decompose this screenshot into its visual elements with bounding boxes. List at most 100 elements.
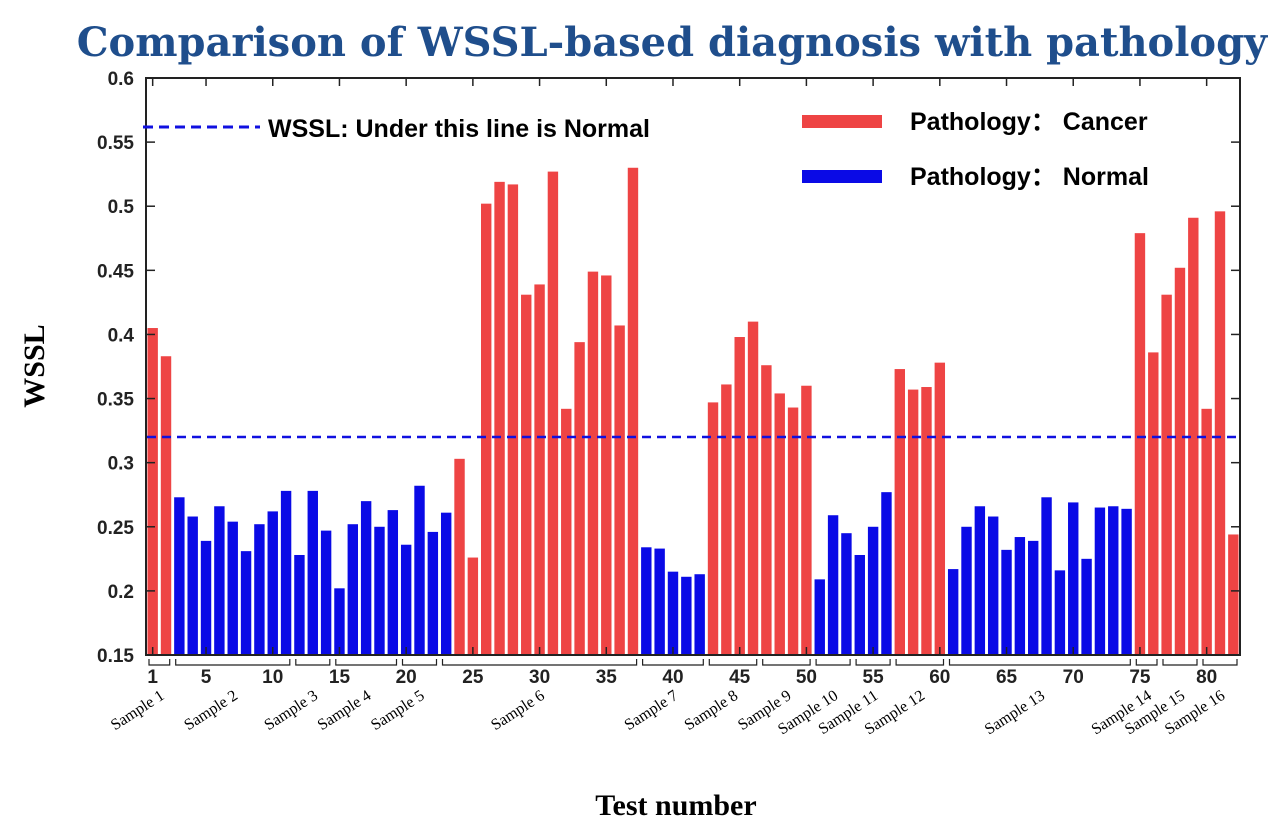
x-tick-label: 80 [1196, 667, 1217, 688]
sample-label: Sample 6 [488, 687, 548, 734]
bar-test-46 [747, 321, 759, 655]
bar-test-71 [1081, 558, 1092, 655]
sample-bracket [401, 659, 438, 666]
bar-test-74 [1121, 508, 1132, 655]
sample-bracket [642, 659, 704, 666]
sample-bracket [148, 659, 171, 666]
y-axis-ticks: 0.15 0.2 0.25 0.3 0.35 0.4 0.45 0.5 0.55 0.6 [97, 69, 1240, 667]
bar-test-15 [334, 588, 345, 655]
x-axis-title: Test number [595, 789, 756, 822]
x-tick-label: 50 [796, 667, 817, 688]
bar-test-58 [907, 389, 919, 655]
y-tick-label: 0.5 [108, 197, 135, 218]
plot-frame [145, 77, 1241, 656]
bar-test-22 [427, 531, 439, 655]
bar-test-73 [1108, 506, 1119, 655]
bar-test-47 [761, 365, 772, 655]
x-tick-label: 30 [529, 667, 550, 688]
bar-test-12 [294, 554, 305, 655]
sample-label: Sample 3 [261, 687, 321, 734]
x-tick-label: 70 [1063, 667, 1084, 688]
bar-test-2 [160, 356, 172, 655]
bar-test-64 [987, 516, 999, 655]
bar-test-59 [921, 387, 932, 655]
x-tick-label: 55 [863, 667, 885, 688]
bar-test-35 [601, 275, 612, 655]
y-tick-label: 0.6 [108, 69, 134, 90]
bar-test-6 [214, 506, 225, 655]
y-tick-label: 0.35 [97, 390, 134, 411]
x-axis-ticks: 1 5 10 15 20 25 30 35 40 45 50 55 60 65 70 75 80 [147, 78, 1217, 688]
bar-test-23 [440, 512, 452, 655]
bar-test-75 [1134, 233, 1146, 655]
sample-label: Sample 8 [682, 687, 742, 734]
bar-test-68 [1041, 497, 1052, 655]
x-tick-label: 60 [929, 667, 950, 688]
legend-label: Pathology： Cancer [910, 108, 1148, 136]
x-tick-label: 25 [462, 667, 484, 688]
bar-test-24 [454, 458, 465, 655]
bar-test-72 [1094, 507, 1106, 655]
sample-bracket [335, 659, 398, 666]
bar-test-82 [1228, 534, 1239, 655]
bar-test-36 [614, 325, 625, 655]
bar-test-25 [467, 557, 479, 655]
bar-test-42 [694, 574, 705, 655]
bar-test-32 [561, 408, 572, 655]
sample-label: Sample 7 [622, 687, 682, 734]
x-tick-label: 15 [329, 667, 351, 688]
bar-test-53 [841, 533, 852, 655]
y-tick-label: 0.4 [108, 325, 135, 346]
bar-test-50 [801, 385, 812, 655]
x-tick-label: 75 [1129, 667, 1151, 688]
x-tick-label: 5 [201, 667, 212, 688]
bar-test-21 [414, 485, 425, 655]
bar-test-57 [894, 369, 905, 655]
chart-title: Comparison of WSSL-based diagnosis with … [77, 19, 1268, 66]
bar-test-65 [1001, 549, 1012, 655]
bar-test-44 [721, 384, 732, 655]
sample-bracket [175, 659, 291, 666]
bar-test-28 [507, 184, 519, 656]
y-tick-label: 0.15 [97, 646, 134, 667]
bar-test-5 [200, 540, 212, 655]
bar-test-3 [174, 497, 185, 655]
bar-series [147, 167, 1239, 656]
bar-test-38 [641, 547, 652, 655]
sample-bracket [1202, 659, 1238, 666]
bar-test-37 [627, 167, 639, 655]
bar-test-39 [654, 548, 665, 655]
bar-test-11 [280, 490, 292, 655]
sample-bracket [295, 659, 331, 666]
legend-swatch [802, 170, 882, 183]
bar-test-4 [187, 516, 198, 655]
bar-test-79 [1188, 217, 1199, 655]
bar-test-1 [147, 328, 158, 655]
x-tick-label: 35 [596, 667, 618, 688]
bar-test-13 [307, 490, 318, 655]
bar-test-34 [587, 271, 599, 655]
bar-test-16 [347, 524, 358, 655]
bar-test-17 [360, 501, 372, 655]
bar-test-61 [947, 569, 959, 655]
bar-test-43 [707, 402, 719, 655]
sample-label: Sample 13 [982, 687, 1048, 738]
sample-bracket [895, 659, 945, 666]
bar-test-52 [827, 515, 839, 655]
x-tick-label: 65 [996, 667, 1018, 688]
bar-test-14 [320, 530, 332, 655]
bar-test-60 [934, 362, 946, 655]
bar-test-8 [240, 551, 252, 655]
bar-test-70 [1068, 502, 1079, 655]
x-tick-label: 20 [396, 667, 417, 688]
bar-test-18 [374, 526, 385, 655]
bar-test-49 [787, 407, 799, 655]
bar-test-81 [1214, 211, 1226, 655]
bar-test-63 [974, 506, 986, 655]
bar-test-48 [774, 393, 785, 655]
y-tick-label: 0.45 [97, 261, 134, 282]
bar-test-40 [667, 571, 679, 655]
bar-test-56 [881, 492, 892, 655]
bar-test-69 [1054, 570, 1066, 655]
